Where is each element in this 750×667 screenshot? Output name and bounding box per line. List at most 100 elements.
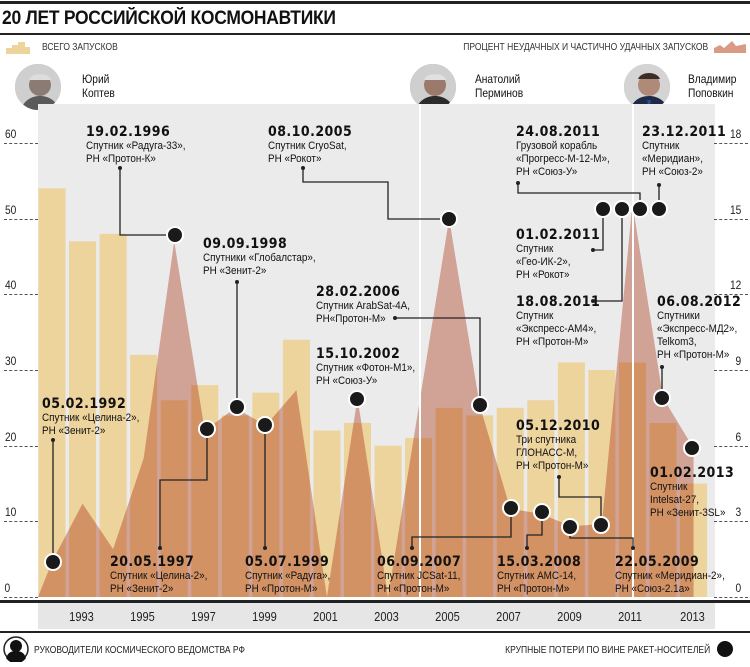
leader-endpoints	[51, 166, 664, 550]
leader-endpoint	[557, 475, 561, 479]
loss-marker-1998	[228, 398, 246, 416]
leader-line	[526, 512, 543, 548]
axis-tick-dash	[714, 218, 748, 220]
leader-line	[593, 209, 623, 302]
annotation-date: 01.02.2011	[516, 227, 601, 243]
annotation: 01.02.2011 Спутник «Гео-ИК-2», РН «Рокот»	[516, 227, 610, 282]
annotation: 24.08.2011 Грузовой корабль «Прогресс-М-1…	[516, 124, 620, 179]
loss-marker-2013	[683, 439, 701, 457]
axis-tick-dash	[4, 294, 38, 296]
annotation: 28.02.2006 Спутник ArabSat-4A, РН«Протон-…	[316, 284, 420, 326]
annotation-date: 15.03.2008	[497, 554, 582, 570]
annotation: 01.02.2013 Спутник Intelsat-27, РН «Зенит…	[650, 465, 744, 520]
loss-marker-2009	[561, 518, 579, 536]
right-axis-tick-label: 12	[729, 278, 741, 293]
axis-tick-dash	[714, 370, 748, 371]
annotation-date: 01.02.2013	[650, 465, 735, 481]
annotation-date: 06.08.2012	[657, 294, 742, 310]
tenure-dividers	[419, 104, 634, 597]
loss-marker-1996	[166, 226, 184, 244]
launches-legend-label: ВСЕГО ЗАПУСКОВ	[42, 42, 118, 53]
x-axis-tick-label: 1997	[190, 609, 216, 624]
loss-marker-2011b	[613, 200, 631, 218]
loss-markers	[44, 200, 701, 571]
right-axis-tick-label: 15	[729, 202, 741, 217]
loss-marker-2011d	[650, 200, 668, 218]
x-axis-tick-label: 1993	[68, 609, 94, 624]
x-axis-tick-label: 2007	[496, 609, 522, 624]
x-axis-tick-label: 2013	[679, 609, 705, 624]
annotation-date: 23.12.2011	[642, 124, 727, 140]
loss-marker-2010	[592, 516, 610, 534]
annotation: 06.09.2007 Спутник JCSat-11, РН «Протон-М…	[377, 554, 471, 596]
annotation: 22.05.2009 Спутник «Меридиан-2», РН «Союз…	[615, 554, 737, 596]
leader-endpoint	[393, 316, 397, 320]
x-axis-bottom-rule	[0, 631, 750, 633]
leader-endpoint	[301, 166, 305, 170]
left-axis-tick-label: 10	[5, 505, 17, 520]
axis-tick-dash	[4, 597, 38, 598]
leader-line	[302, 168, 449, 220]
annotation: 05.07.1999 Спутник «Радуга», РН «Протон-М…	[245, 554, 340, 596]
left-axis-tick-label: 30	[5, 354, 17, 368]
x-axis-rule	[0, 600, 750, 603]
axis-tick-dash	[714, 445, 748, 447]
x-axis-tick-label: 2009	[557, 609, 583, 624]
annotation-date: 20.05.1997	[110, 554, 195, 570]
annotation-text: Спутник «Гео-ИК-2», РН «Рокот»	[516, 243, 571, 281]
annotation: 23.12.2011 Спутник «Меридиан», РН «Союз-2…	[642, 124, 736, 179]
x-axis-tick-label: 2003	[374, 609, 399, 624]
x-axis-tick-label: 2001	[313, 609, 338, 624]
loss-marker-2006	[471, 396, 489, 414]
loss-marker-2011c	[631, 200, 649, 218]
annotation-date: 06.09.2007	[377, 554, 462, 570]
axis-tick-dash	[714, 294, 748, 296]
annotation-text: Спутники «Глобалстар», РН «Зенит-2»	[203, 252, 316, 277]
annotation: 15.10.2002 Спутник «Фотон-М1», РН «Союз-У…	[316, 346, 426, 388]
leader-silhouette-icon	[3, 636, 29, 667]
annotation-text: Спутник JCSat-11, РН «Протон-М»	[377, 570, 461, 595]
annotation-date: 22.05.2009	[615, 554, 700, 570]
loss-marker-2011a	[594, 200, 612, 218]
annotation-text: Спутник Intelsat-27, РН «Зенит-3SL»	[650, 481, 726, 519]
annotation-text: Спутник ArabSat-4A, РН«Протон-М»	[316, 300, 411, 325]
axis-tick-dash	[4, 521, 38, 523]
leader-line	[159, 429, 208, 548]
footer-losses-label: КРУПНЫЕ ПОТЕРИ ПО ВИНЕ РАКЕТ-НОСИТЕЛЕЙ	[504, 645, 710, 656]
right-axis-tick-label: 18	[729, 127, 741, 141]
left-axis-tick-label: 40	[5, 278, 17, 293]
failures-legend-swatch	[714, 40, 746, 53]
annotation-text: Грузовой корабль «Прогресс-М-12-М», РН «…	[516, 140, 610, 178]
leader-endpoint	[263, 546, 267, 550]
annotation-text: Спутники «Экспресс-МД2», Telkom3, РН «Пр…	[657, 310, 738, 361]
axis-tick-dash	[4, 370, 38, 371]
right-axis-tick-label: 3	[735, 505, 742, 520]
leader-endpoint	[657, 183, 661, 187]
failures-legend-label: ПРОЦЕНТ НЕУДАЧНЫХ И ЧАСТИЧНО УДАЧНЫХ ЗАП…	[463, 42, 708, 53]
leader-line	[395, 317, 481, 405]
annotation-text: Спутник «Целина-2», РН «Зенит-2»	[42, 412, 140, 437]
leader-endpoint	[525, 546, 529, 550]
leader-endpoint	[660, 365, 664, 369]
person-photo-icon	[15, 64, 61, 110]
footer-leaders-label: РУКОВОДИТЕЛИ КОСМИЧЕСКОГО ВЕДОМСТВА РФ	[34, 645, 245, 656]
loss-marker-2007	[502, 499, 520, 517]
annotation: 20.05.1997 Спутник «Целина-2», РН «Зенит-…	[110, 554, 218, 596]
leader-endpoint	[118, 166, 122, 170]
x-axis-tick-label: 1995	[129, 609, 155, 624]
annotation-text: Спутник «Фотон-М1», РН «Союз-У»	[316, 362, 416, 387]
leader-name-perminov: Анатолий Перминов	[475, 72, 524, 100]
leader-name-koptev: Юрий Коптев	[82, 72, 115, 100]
annotation-text: Спутник «Радуга-33», РН «Протон-К»	[86, 140, 186, 165]
leader-portrait-perminov	[408, 62, 458, 112]
right-axis-tick-label: 9	[735, 354, 742, 368]
bar-1992	[38, 188, 66, 597]
loss-marker-2012	[653, 389, 671, 407]
person-photo-icon	[410, 64, 456, 110]
leader-line	[558, 477, 602, 525]
annotation-date: 24.08.2011	[516, 124, 601, 140]
loss-marker-legend-icon	[717, 641, 733, 657]
annotation-date: 18.08.2011	[516, 294, 601, 310]
annotation-text: Спутник «Радуга», РН «Протон-М»	[245, 570, 331, 595]
annotation: 06.08.2012 Спутники «Экспресс-МД2», Telko…	[657, 294, 750, 362]
